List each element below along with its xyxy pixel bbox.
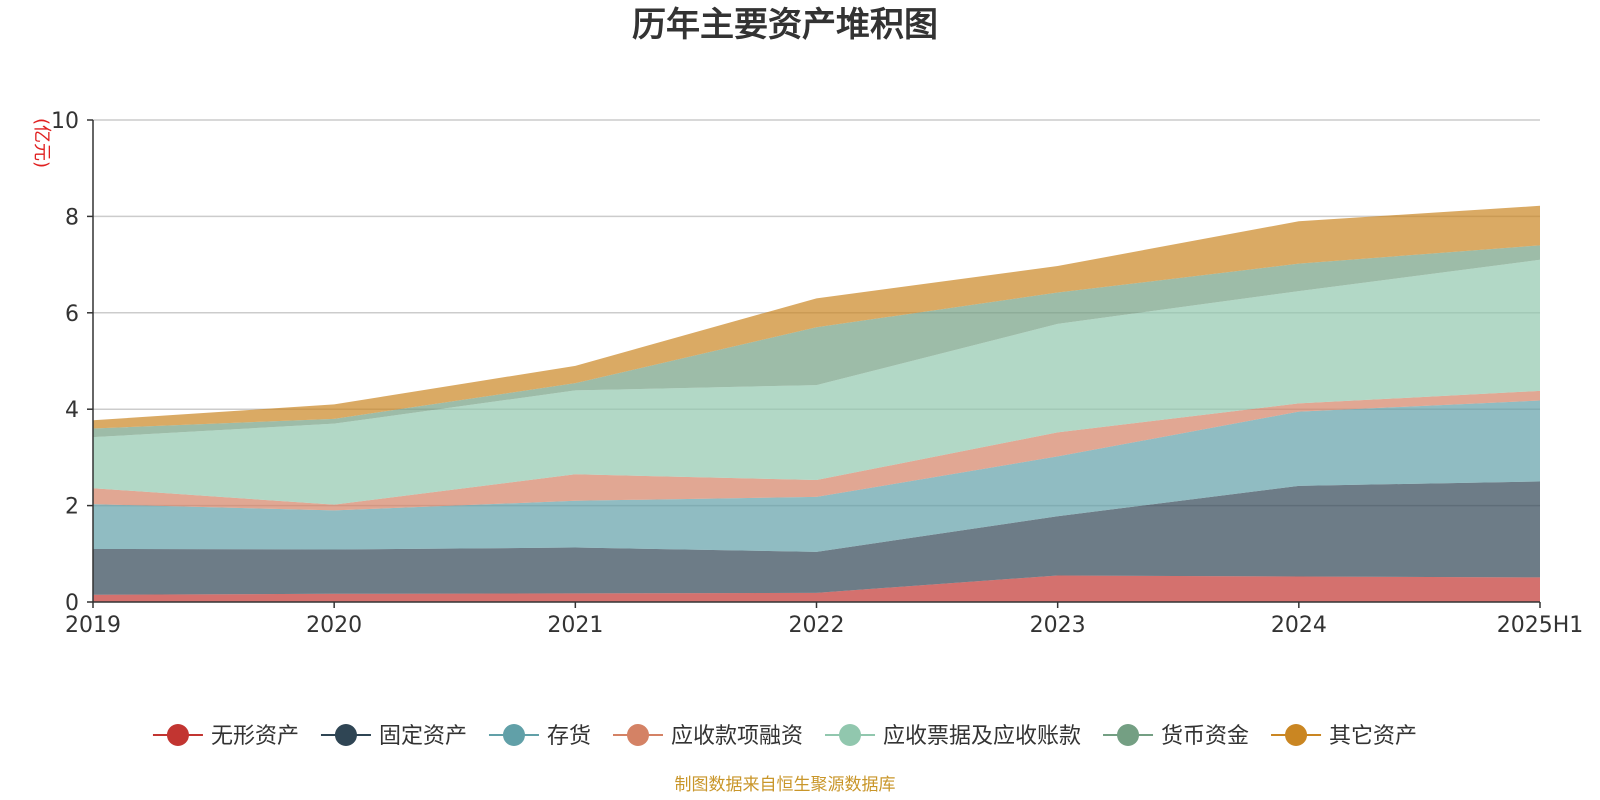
legend-label: 存货 bbox=[547, 724, 591, 749]
area-series-2 bbox=[93, 481, 1540, 595]
area-series-5 bbox=[93, 259, 1540, 505]
legend[interactable]: 无形资产 固定资产 存货 应收款项融资 应收票据及应收账款 货币资金 其它资产 bbox=[152, 724, 1417, 749]
y-tick-label: 0 bbox=[65, 591, 79, 616]
y-tick-label: 6 bbox=[65, 302, 79, 327]
legend-label: 货币资金 bbox=[1161, 724, 1249, 749]
legend-circle-icon bbox=[1285, 724, 1308, 746]
x-tick-label: 2021 bbox=[547, 613, 603, 638]
area-series-3 bbox=[93, 400, 1540, 552]
legend-circle-icon bbox=[334, 724, 357, 746]
legend-circle-icon bbox=[502, 724, 525, 746]
y-tick-label: 8 bbox=[65, 205, 79, 230]
legend-circle-icon bbox=[626, 724, 649, 746]
legend-label: 无形资产 bbox=[211, 724, 299, 749]
legend-item-6[interactable]: 货币资金 bbox=[1103, 724, 1249, 749]
y-tick-label: 2 bbox=[65, 495, 79, 520]
area-series-4 bbox=[93, 390, 1540, 511]
chart-title: 历年主要资产堆积图 bbox=[632, 5, 938, 45]
axes: 0 2 4 6 8 10 2019 2020 2021 2022 2023 2024 2025H1 bbox=[51, 109, 1583, 638]
x-tick-label: 2023 bbox=[1030, 613, 1086, 638]
x-tick-label: 2025H1 bbox=[1497, 613, 1584, 638]
area-series-6 bbox=[93, 245, 1540, 438]
legend-item-7[interactable]: 其它资产 bbox=[1271, 724, 1417, 749]
legend-item-5[interactable]: 应收票据及应收账款 bbox=[825, 724, 1081, 749]
legend-item-4[interactable]: 应收款项融资 bbox=[612, 724, 803, 749]
legend-circle-icon bbox=[1117, 724, 1140, 746]
legend-label: 其它资产 bbox=[1329, 724, 1417, 749]
x-tick-label: 2022 bbox=[789, 613, 845, 638]
legend-item-1[interactable]: 无形资产 bbox=[152, 724, 299, 749]
area-series bbox=[93, 205, 1540, 602]
y-tick-label: 4 bbox=[65, 398, 79, 423]
data-source-note: 制图数据来自恒生聚源数据库 bbox=[675, 775, 896, 795]
legend-label: 应收款项融资 bbox=[671, 724, 803, 749]
area-series-1 bbox=[93, 575, 1540, 602]
y-axis-unit-label: (亿元) bbox=[31, 118, 52, 168]
x-tick-label: 2024 bbox=[1271, 613, 1327, 638]
legend-item-2[interactable]: 固定资产 bbox=[320, 724, 467, 749]
x-tick-label: 2020 bbox=[306, 613, 362, 638]
x-tick-label: 2019 bbox=[65, 613, 121, 638]
legend-item-3[interactable]: 存货 bbox=[488, 724, 591, 749]
y-tick-label: 10 bbox=[51, 109, 79, 134]
legend-circle-icon bbox=[839, 724, 862, 746]
legend-label: 应收票据及应收账款 bbox=[883, 724, 1081, 749]
area-series-7 bbox=[93, 205, 1540, 429]
legend-circle-icon bbox=[166, 724, 189, 746]
legend-label: 固定资产 bbox=[379, 724, 467, 749]
